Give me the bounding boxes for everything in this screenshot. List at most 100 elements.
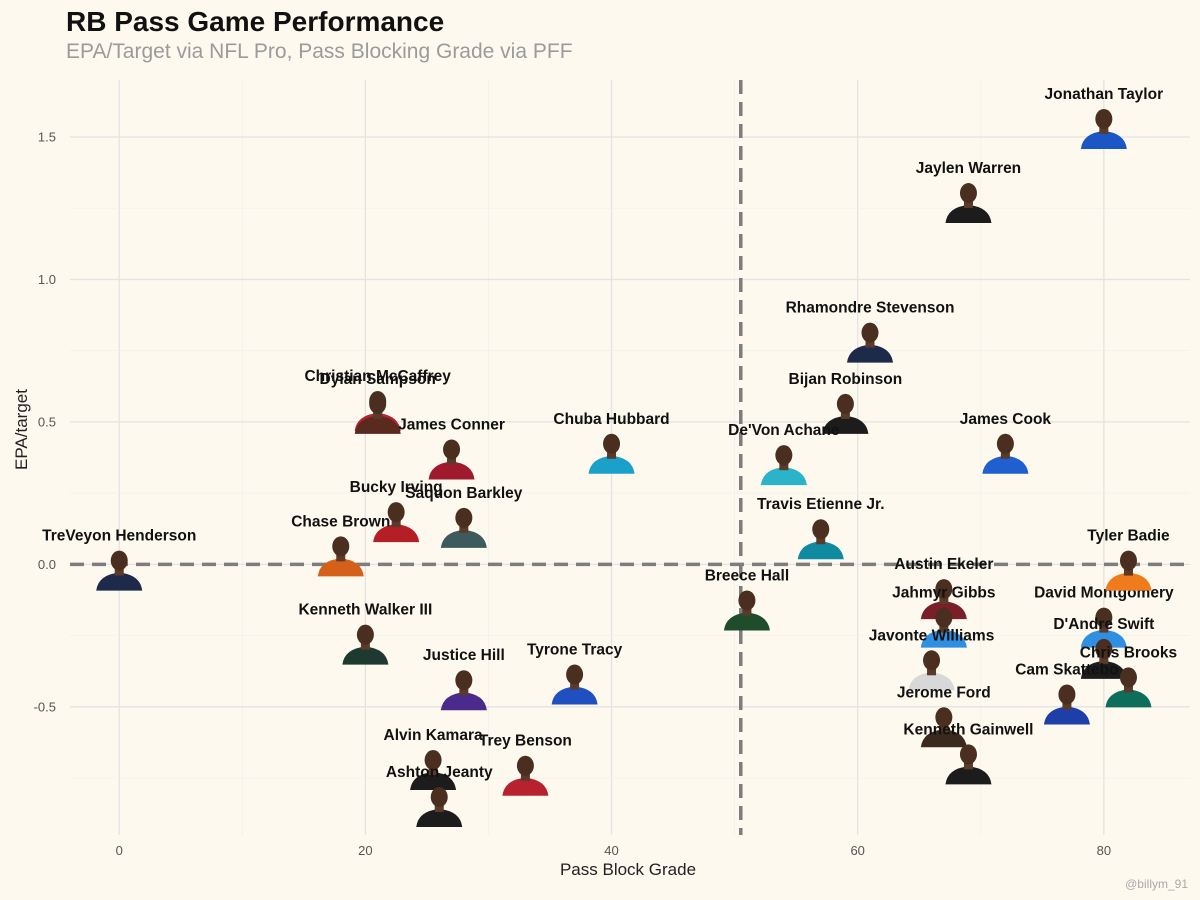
data-point: Dylan Sampson xyxy=(320,371,436,434)
data-point: James Conner xyxy=(398,416,505,480)
player-jersey xyxy=(342,646,389,665)
player-neck xyxy=(373,410,383,419)
data-point: De'Von Achane xyxy=(728,422,840,486)
player-neck xyxy=(816,536,826,545)
player-head xyxy=(812,519,830,540)
player-head xyxy=(603,433,621,454)
player-jersey xyxy=(822,415,869,434)
player-neck xyxy=(336,553,346,562)
player-neck xyxy=(428,767,438,776)
x-tick-label: 20 xyxy=(358,843,372,858)
x-tick-label: 40 xyxy=(604,843,618,858)
point-label: Dylan Sampson xyxy=(320,371,436,388)
player-head xyxy=(1119,550,1137,571)
player-neck xyxy=(927,667,937,676)
point-label: De'Von Achane xyxy=(728,422,840,439)
player-neck xyxy=(939,724,949,733)
data-point: Travis Etienne Jr. xyxy=(757,496,885,560)
player-neck xyxy=(1099,655,1109,664)
player-jersey xyxy=(945,766,992,785)
player-jersey xyxy=(1080,660,1127,679)
player-head xyxy=(455,507,473,528)
point-label: Kenneth Gainwell xyxy=(903,721,1033,738)
point-label: Justice Hill xyxy=(423,647,505,664)
player-head xyxy=(387,502,405,523)
player-jersey xyxy=(551,686,598,705)
data-point: Jerome Ford xyxy=(897,684,991,748)
point-label: Chris Brooks xyxy=(1080,644,1177,661)
data-point: Bijan Robinson xyxy=(789,371,902,434)
data-point: Ashton Jeanty xyxy=(386,764,493,828)
player-jersey xyxy=(416,809,463,828)
point-label: Tyrone Tracy xyxy=(527,642,623,659)
data-point: Alvin Kamara xyxy=(384,727,483,791)
point-label: Kenneth Walker III xyxy=(298,602,432,619)
x-axis-label: Pass Block Grade xyxy=(559,860,697,879)
player-neck xyxy=(939,596,949,605)
x-tick-label: 0 xyxy=(116,843,123,858)
player-neck xyxy=(360,641,370,650)
player-jersey xyxy=(920,629,967,648)
player-jersey xyxy=(96,572,143,591)
data-point: Breece Hall xyxy=(705,567,789,631)
player-head xyxy=(369,393,387,414)
player-jersey xyxy=(723,612,770,631)
player-head xyxy=(1058,684,1076,705)
point-label: Chase Brown xyxy=(291,513,390,530)
player-neck xyxy=(779,462,789,471)
point-label: TreVeyon Henderson xyxy=(42,528,196,545)
point-label: James Cook xyxy=(960,411,1052,428)
point-label: Bucky Irving xyxy=(350,479,443,496)
player-jersey xyxy=(908,672,955,691)
chart-title: RB Pass Game Performance xyxy=(66,6,445,37)
player-neck xyxy=(963,761,973,770)
point-label: James Conner xyxy=(398,416,505,433)
player-jersey xyxy=(920,729,967,748)
player-jersey xyxy=(760,467,807,486)
player-head xyxy=(959,744,977,765)
player-neck xyxy=(434,804,444,813)
player-neck xyxy=(963,200,973,209)
data-point: Trey Benson xyxy=(479,733,572,796)
player-head xyxy=(775,445,793,466)
data-point: Chase Brown xyxy=(291,513,390,577)
x-tick-label: 60 xyxy=(850,843,864,858)
chart-subtitle: EPA/Target via NFL Pro, Pass Blocking Gr… xyxy=(66,40,573,63)
data-point: Kenneth Walker III xyxy=(298,602,432,665)
data-point: Jonathan Taylor xyxy=(1045,86,1163,149)
player-jersey xyxy=(982,455,1029,474)
data-point: Chuba Hubbard xyxy=(553,411,670,474)
player-head xyxy=(424,750,442,771)
player-head xyxy=(996,433,1014,454)
player-head xyxy=(443,439,461,460)
point-label: Jerome Ford xyxy=(897,684,991,701)
player-head xyxy=(923,650,941,671)
player-jersey xyxy=(410,772,457,791)
y-tick-label: -0.5 xyxy=(34,699,56,714)
data-point: D'Andre Swift xyxy=(1053,616,1154,679)
player-neck xyxy=(742,607,752,616)
point-label: Cam Skattebo xyxy=(1015,661,1118,678)
player-neck xyxy=(1062,701,1072,710)
y-tick-label: 0.5 xyxy=(38,414,56,429)
player-jersey xyxy=(1043,706,1090,725)
data-point: Rhamondre Stevenson xyxy=(786,300,955,363)
player-neck xyxy=(114,567,124,576)
player-neck xyxy=(607,450,617,459)
player-jersey xyxy=(847,344,893,363)
player-head xyxy=(1095,108,1113,129)
player-jersey xyxy=(502,777,549,796)
player-jersey xyxy=(354,415,401,434)
point-label: Tyler Badie xyxy=(1087,528,1170,545)
player-jersey xyxy=(588,455,635,474)
player-head xyxy=(935,607,953,628)
data-points: Jonathan Taylor Jaylen Warren Rhamondre St… xyxy=(42,86,1177,828)
y-tick-label: 0.0 xyxy=(38,557,56,572)
player-jersey xyxy=(373,524,420,543)
point-label: Rhamondre Stevenson xyxy=(786,300,955,317)
player-neck xyxy=(520,772,530,781)
player-jersey xyxy=(1105,689,1152,708)
player-jersey xyxy=(440,692,487,711)
player-neck xyxy=(865,339,875,348)
player-neck xyxy=(459,524,469,533)
